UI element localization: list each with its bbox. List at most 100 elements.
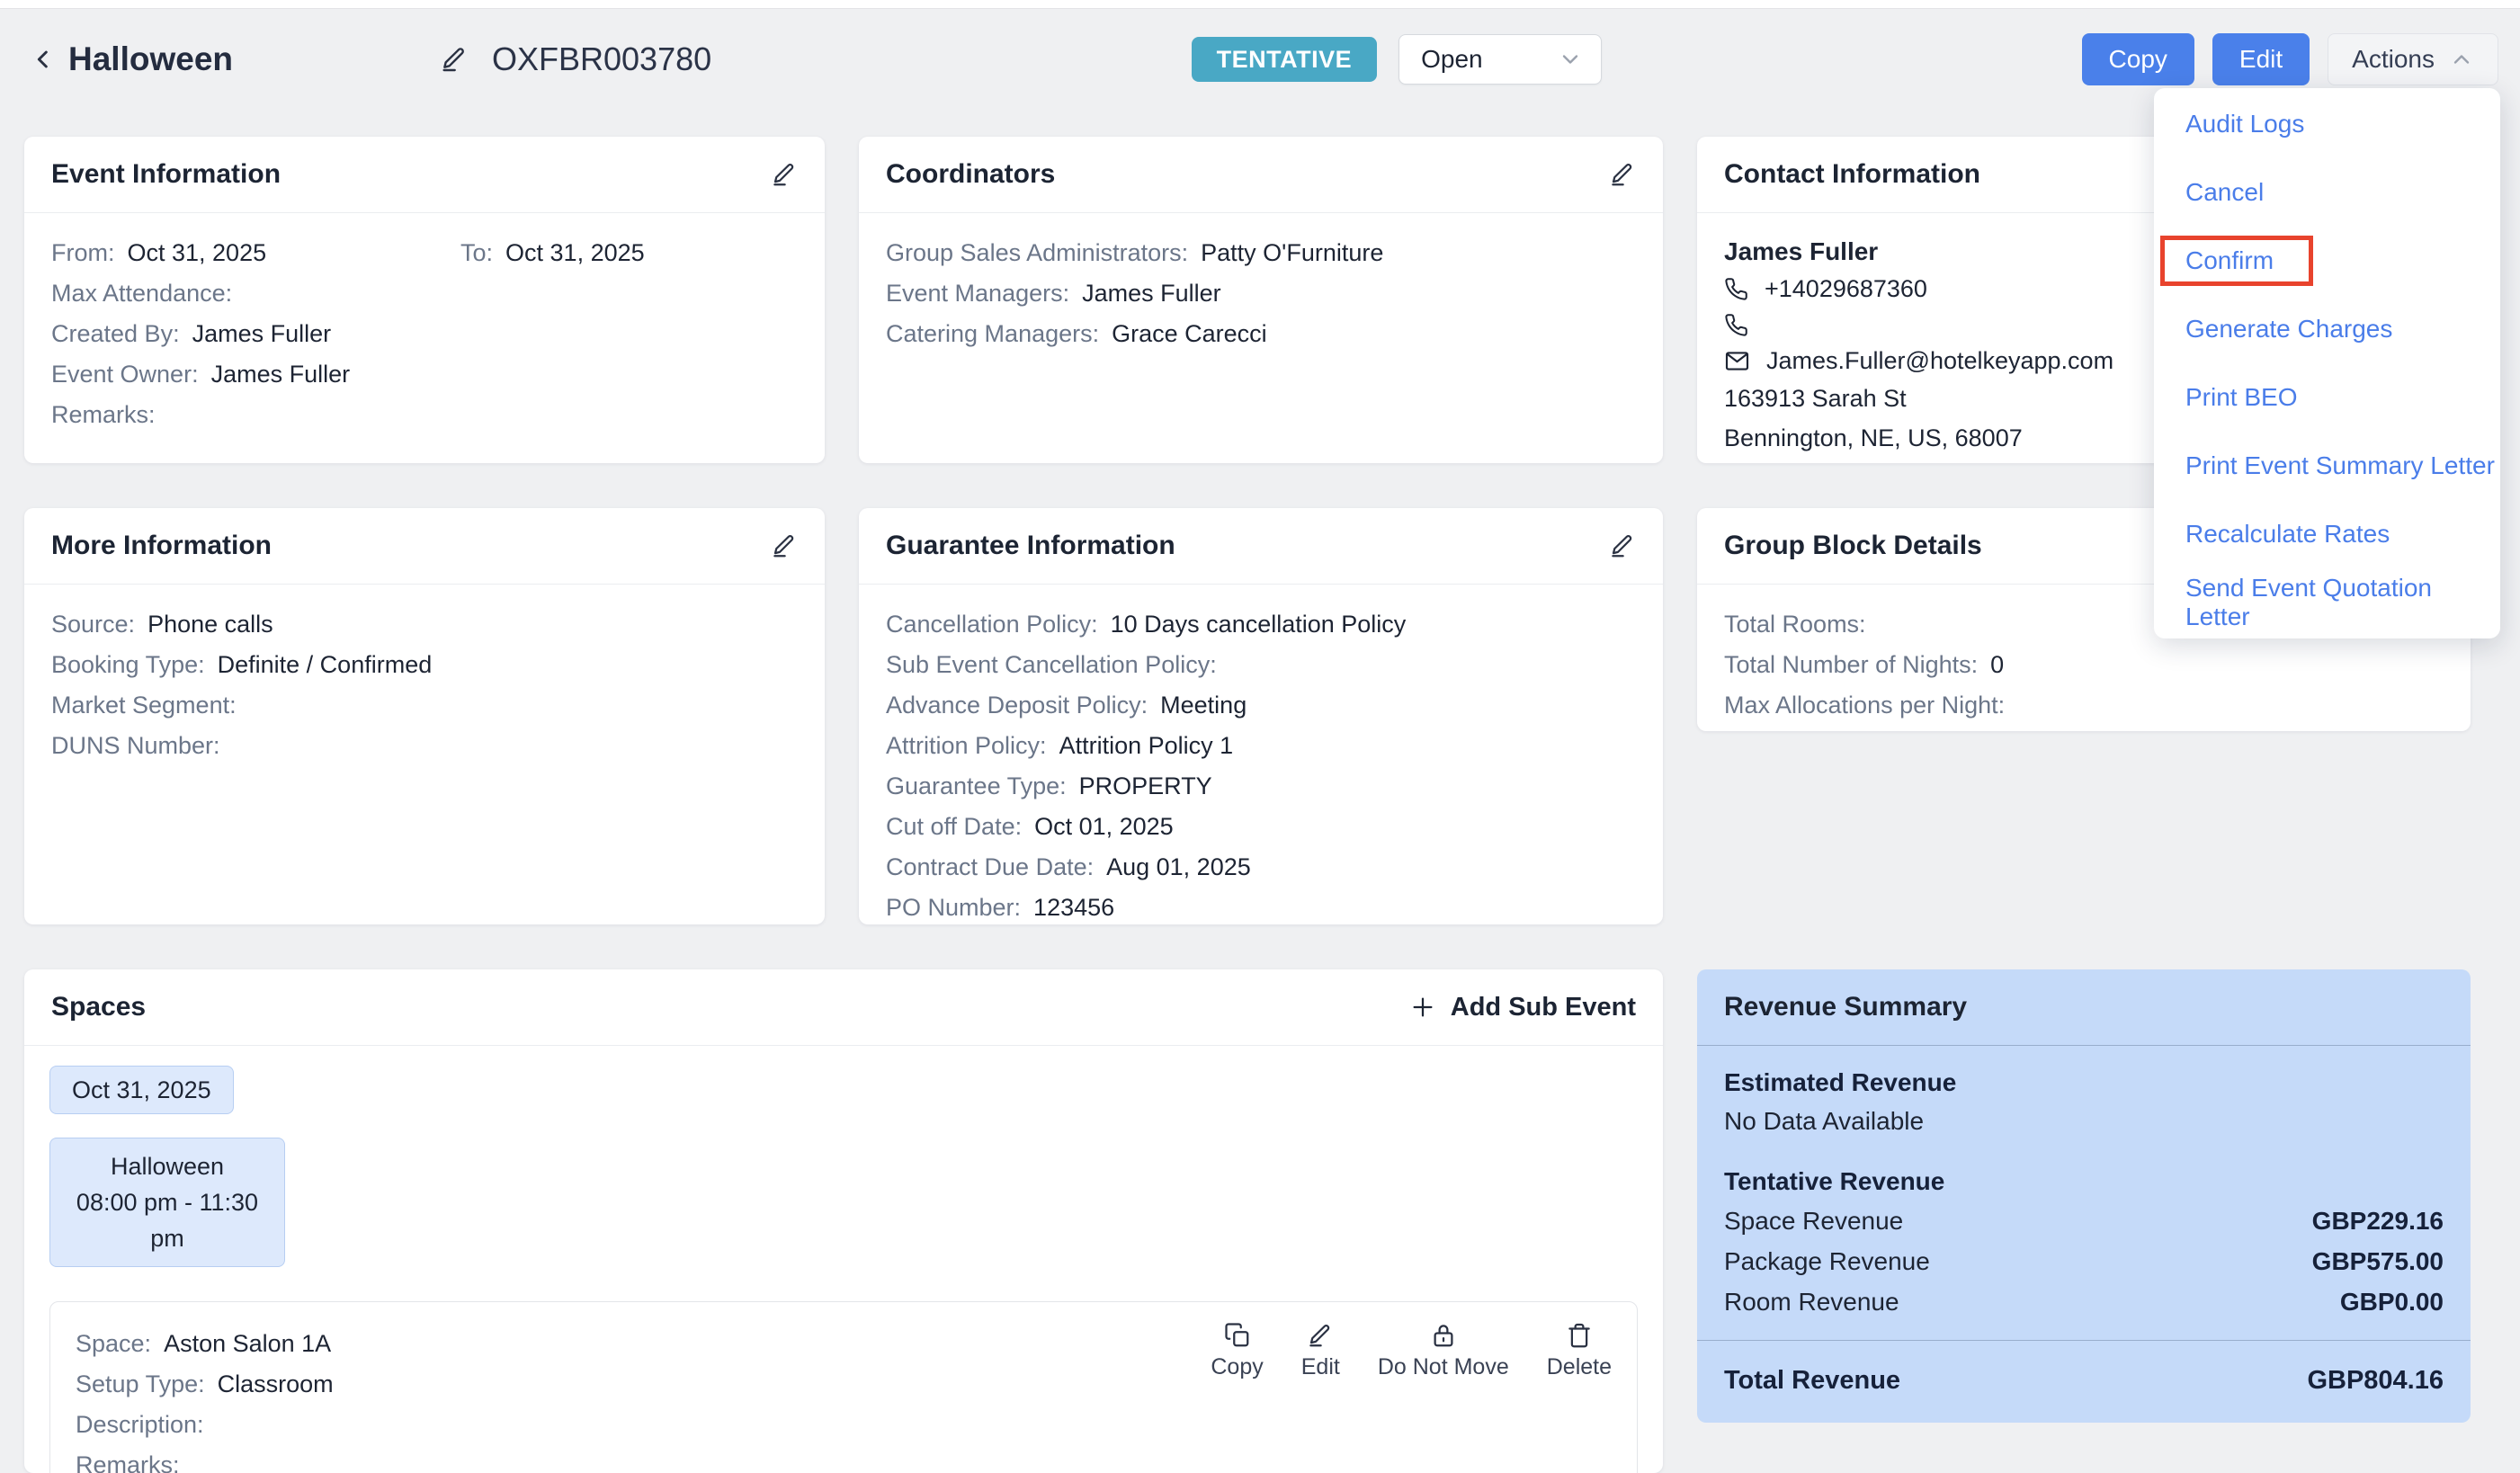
field-attrition-policy: Attrition Policy: Attrition Policy 1 (886, 732, 1234, 759)
menu-item-audit-logs[interactable]: Audit Logs (2185, 110, 2305, 138)
guarantee-information-card: Guarantee Information Cancellation Polic… (859, 508, 1663, 924)
field-duns-number: DUNS Number: (51, 732, 220, 759)
space-actions: Copy Edit Do Not Move Delete (1211, 1322, 1612, 1380)
field-advance-deposit-policy: Advance Deposit Policy: Meeting (886, 692, 1247, 719)
field-source: Source: Phone calls (51, 611, 273, 638)
status-badge: TENTATIVE (1191, 37, 1378, 82)
back-button[interactable] (27, 43, 59, 76)
spaces-date-chip[interactable]: Oct 31, 2025 (49, 1066, 234, 1114)
actions-dropdown-menu: Audit Logs Cancel Confirm Generate Charg… (2154, 88, 2500, 638)
pencil-icon (1612, 164, 1632, 186)
menu-item-confirm-label: Confirm (2185, 246, 2274, 274)
field-space-remarks: Remarks: (76, 1451, 180, 1473)
contact-information-title: Contact Information (1724, 159, 1980, 189)
plus-icon (1413, 997, 1433, 1017)
lock-icon (1434, 1325, 1453, 1347)
revenue-total-divider (1697, 1340, 2471, 1341)
header-buttons: Copy Edit Actions (2081, 33, 2498, 85)
field-total-number-of-nights: Total Number of Nights: 0 (1724, 651, 2005, 678)
space-edit-button[interactable]: Edit (1301, 1322, 1340, 1380)
field-total-rooms: Total Rooms: (1724, 611, 1866, 638)
menu-item-generate-charges[interactable]: Generate Charges (2185, 315, 2393, 343)
edit-button[interactable]: Edit (2212, 33, 2310, 85)
copy-button[interactable]: Copy (2081, 33, 2194, 85)
pencil-icon (1309, 1325, 1330, 1347)
contact-phone-row: +14029687360 (1724, 271, 2444, 307)
field-market-segment: Market Segment: (51, 692, 237, 719)
status-group: TENTATIVE Open (1191, 34, 1603, 85)
menu-item-cancel[interactable]: Cancel (2185, 178, 2265, 206)
field-from: From: Oct 31, 2025 (51, 239, 267, 266)
tentative-revenue-heading: Tentative Revenue (1724, 1167, 1945, 1195)
estimated-revenue-heading: Estimated Revenue (1724, 1068, 1957, 1096)
pencil-icon (442, 48, 464, 72)
package-revenue-row: Package Revenue GBP575.00 (1724, 1247, 2444, 1275)
event-id-group: OXFBR003780 (440, 40, 711, 78)
edit-event-information-button[interactable] (771, 161, 798, 188)
menu-item-recalculate-rates[interactable]: Recalculate Rates (2185, 520, 2390, 548)
space-copy-button[interactable]: Copy (1211, 1322, 1264, 1380)
revenue-summary-title: Revenue Summary (1724, 992, 1968, 1022)
status-select-value: Open (1421, 45, 1483, 73)
event-information-title: Event Information (51, 159, 281, 189)
guarantee-information-title: Guarantee Information (886, 531, 1175, 560)
menu-item-print-event-summary-letter[interactable]: Print Event Summary Letter (2185, 451, 2495, 479)
spaces-title: Spaces (51, 992, 147, 1022)
chevron-left-icon (37, 50, 48, 68)
chevron-up-icon (2453, 55, 2470, 64)
top-strip (0, 0, 2520, 9)
total-revenue-row: Total Revenue GBP804.16 (1724, 1366, 2444, 1395)
group-block-details-title: Group Block Details (1724, 531, 1982, 560)
contact-email[interactable]: James.Fuller@hotelkeyapp.com (1766, 347, 2114, 374)
sub-event-name: Halloween (110, 1153, 225, 1180)
space-delete-button[interactable]: Delete (1547, 1322, 1612, 1380)
sub-event-chip[interactable]: Halloween 08:00 pm - 11:30 pm (49, 1138, 285, 1267)
contact-name: James Fuller (1724, 237, 1879, 265)
add-sub-event-label: Add Sub Event (1450, 992, 1636, 1022)
estimated-revenue-empty: No Data Available (1724, 1107, 1925, 1135)
space-row: Space: Aston Salon 1A Setup Type: Classr… (49, 1301, 1638, 1473)
menu-item-confirm[interactable]: Confirm (2154, 227, 2500, 295)
edit-coordinators-button[interactable] (1609, 161, 1636, 188)
edit-guarantee-information-button[interactable] (1609, 532, 1636, 559)
field-guarantee-type: Guarantee Type: PROPERTY (886, 772, 1212, 799)
field-event-managers: Event Managers: James Fuller (886, 280, 1221, 307)
field-group-sales-admins: Group Sales Administrators: Patty O'Furn… (886, 239, 1384, 266)
space-do-not-move-button[interactable]: Do Not Move (1378, 1322, 1509, 1380)
event-id: OXFBR003780 (492, 40, 712, 77)
spaces-card: Spaces Add Sub Event Oct 31, 2025 Hallow… (24, 969, 1663, 1473)
field-created-by: Created By: James Fuller (51, 320, 332, 347)
card-grid: Event Information From: Oct 31, 2025 To:… (24, 137, 2471, 1473)
more-information-title: More Information (51, 531, 272, 560)
contact-address-line2: Bennington, NE, US, 68007 (1724, 424, 2023, 451)
field-contract-due-date: Contract Due Date: Aug 01, 2025 (886, 853, 1251, 880)
field-cancellation-policy: Cancellation Policy: 10 Days cancellatio… (886, 611, 1407, 638)
space-delete-label: Delete (1546, 1354, 1612, 1379)
field-catering-managers: Catering Managers: Grace Carecci (886, 320, 1267, 347)
event-information-card: Event Information From: Oct 31, 2025 To:… (24, 137, 825, 463)
coordinators-card: Coordinators Group Sales Administrators:… (859, 137, 1663, 463)
contact-phone[interactable]: +14029687360 (1765, 275, 1927, 302)
space-edit-label: Edit (1300, 1354, 1340, 1379)
field-max-allocations-per-night: Max Allocations per Night: (1724, 692, 2006, 719)
field-event-owner: Event Owner: James Fuller (51, 361, 351, 388)
phone-icon (1725, 277, 1747, 300)
actions-button[interactable]: Actions (2328, 33, 2498, 85)
add-sub-event-button[interactable]: Add Sub Event (1409, 993, 1636, 1022)
edit-more-information-button[interactable] (771, 532, 798, 559)
page-header: Halloween OXFBR003780 TENTATIVE Open Cop… (0, 9, 2520, 110)
menu-item-send-event-quotation-letter[interactable]: Send Event Quotation Letter (2185, 574, 2432, 630)
field-max-attendance: Max Attendance: (51, 280, 233, 307)
field-po-number: PO Number: 123456 (886, 894, 1115, 921)
status-select[interactable]: Open (1399, 34, 1603, 85)
revenue-summary-card: Revenue Summary Estimated Revenue No Dat… (1697, 969, 2471, 1423)
sub-event-time: 08:00 pm - 11:30 pm (76, 1189, 259, 1252)
coordinators-title: Coordinators (886, 159, 1056, 189)
pencil-icon (1612, 535, 1632, 558)
menu-item-print-beo[interactable]: Print BEO (2185, 383, 2298, 411)
mail-icon (1725, 351, 1749, 370)
field-to: To: Oct 31, 2025 (460, 239, 645, 266)
edit-event-name-button[interactable] (440, 45, 469, 74)
field-space: Space: Aston Salon 1A (76, 1330, 332, 1357)
field-booking-type: Booking Type: Definite / Confirmed (51, 651, 433, 678)
